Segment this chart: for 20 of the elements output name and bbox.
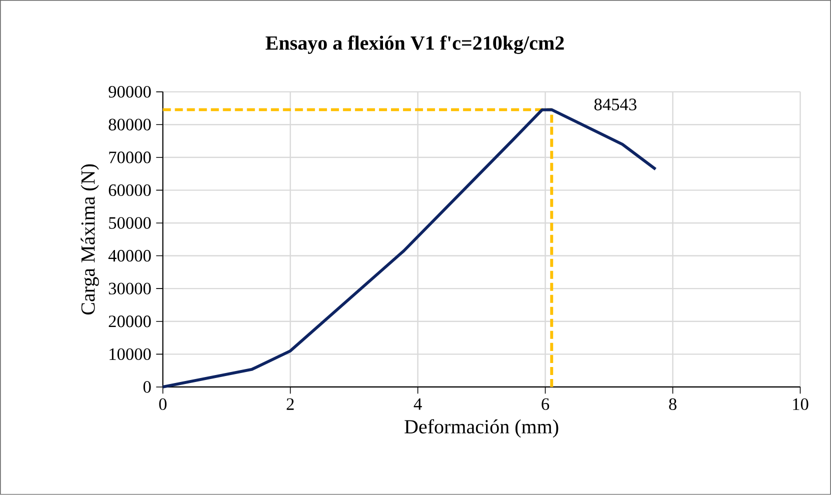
x-tick-label: 6	[542, 398, 550, 410]
y-tick-label: 10000	[110, 348, 151, 360]
y-tick-label: 90000	[108, 86, 151, 98]
y-tick-label: 20000	[108, 316, 151, 328]
y-tick-label: 30000	[108, 282, 151, 295]
y-tick-label: 70000	[109, 152, 151, 164]
y-tick-label: 40000	[108, 250, 151, 262]
chart-title: Ensayo a flexión V1 f'c=210kg/cm2	[266, 36, 564, 54]
y-tick-label: 80000	[108, 118, 151, 131]
x-tick-label: 4	[414, 398, 422, 410]
y-tick-label: 60000	[108, 184, 151, 196]
y-tick-label: 50000	[109, 217, 151, 229]
x-tick-label: 2	[286, 398, 294, 410]
x-tick-label: 10	[793, 398, 808, 410]
x-tick-label: 8	[669, 398, 676, 410]
x-tick-label: 0	[159, 398, 167, 410]
x-axis-title: Deformación (mm)	[404, 419, 558, 438]
y-axis-title: Carga Máxima (N)	[80, 164, 99, 315]
annotation: 84543	[594, 98, 636, 110]
y-tick-label: 0	[143, 381, 151, 393]
